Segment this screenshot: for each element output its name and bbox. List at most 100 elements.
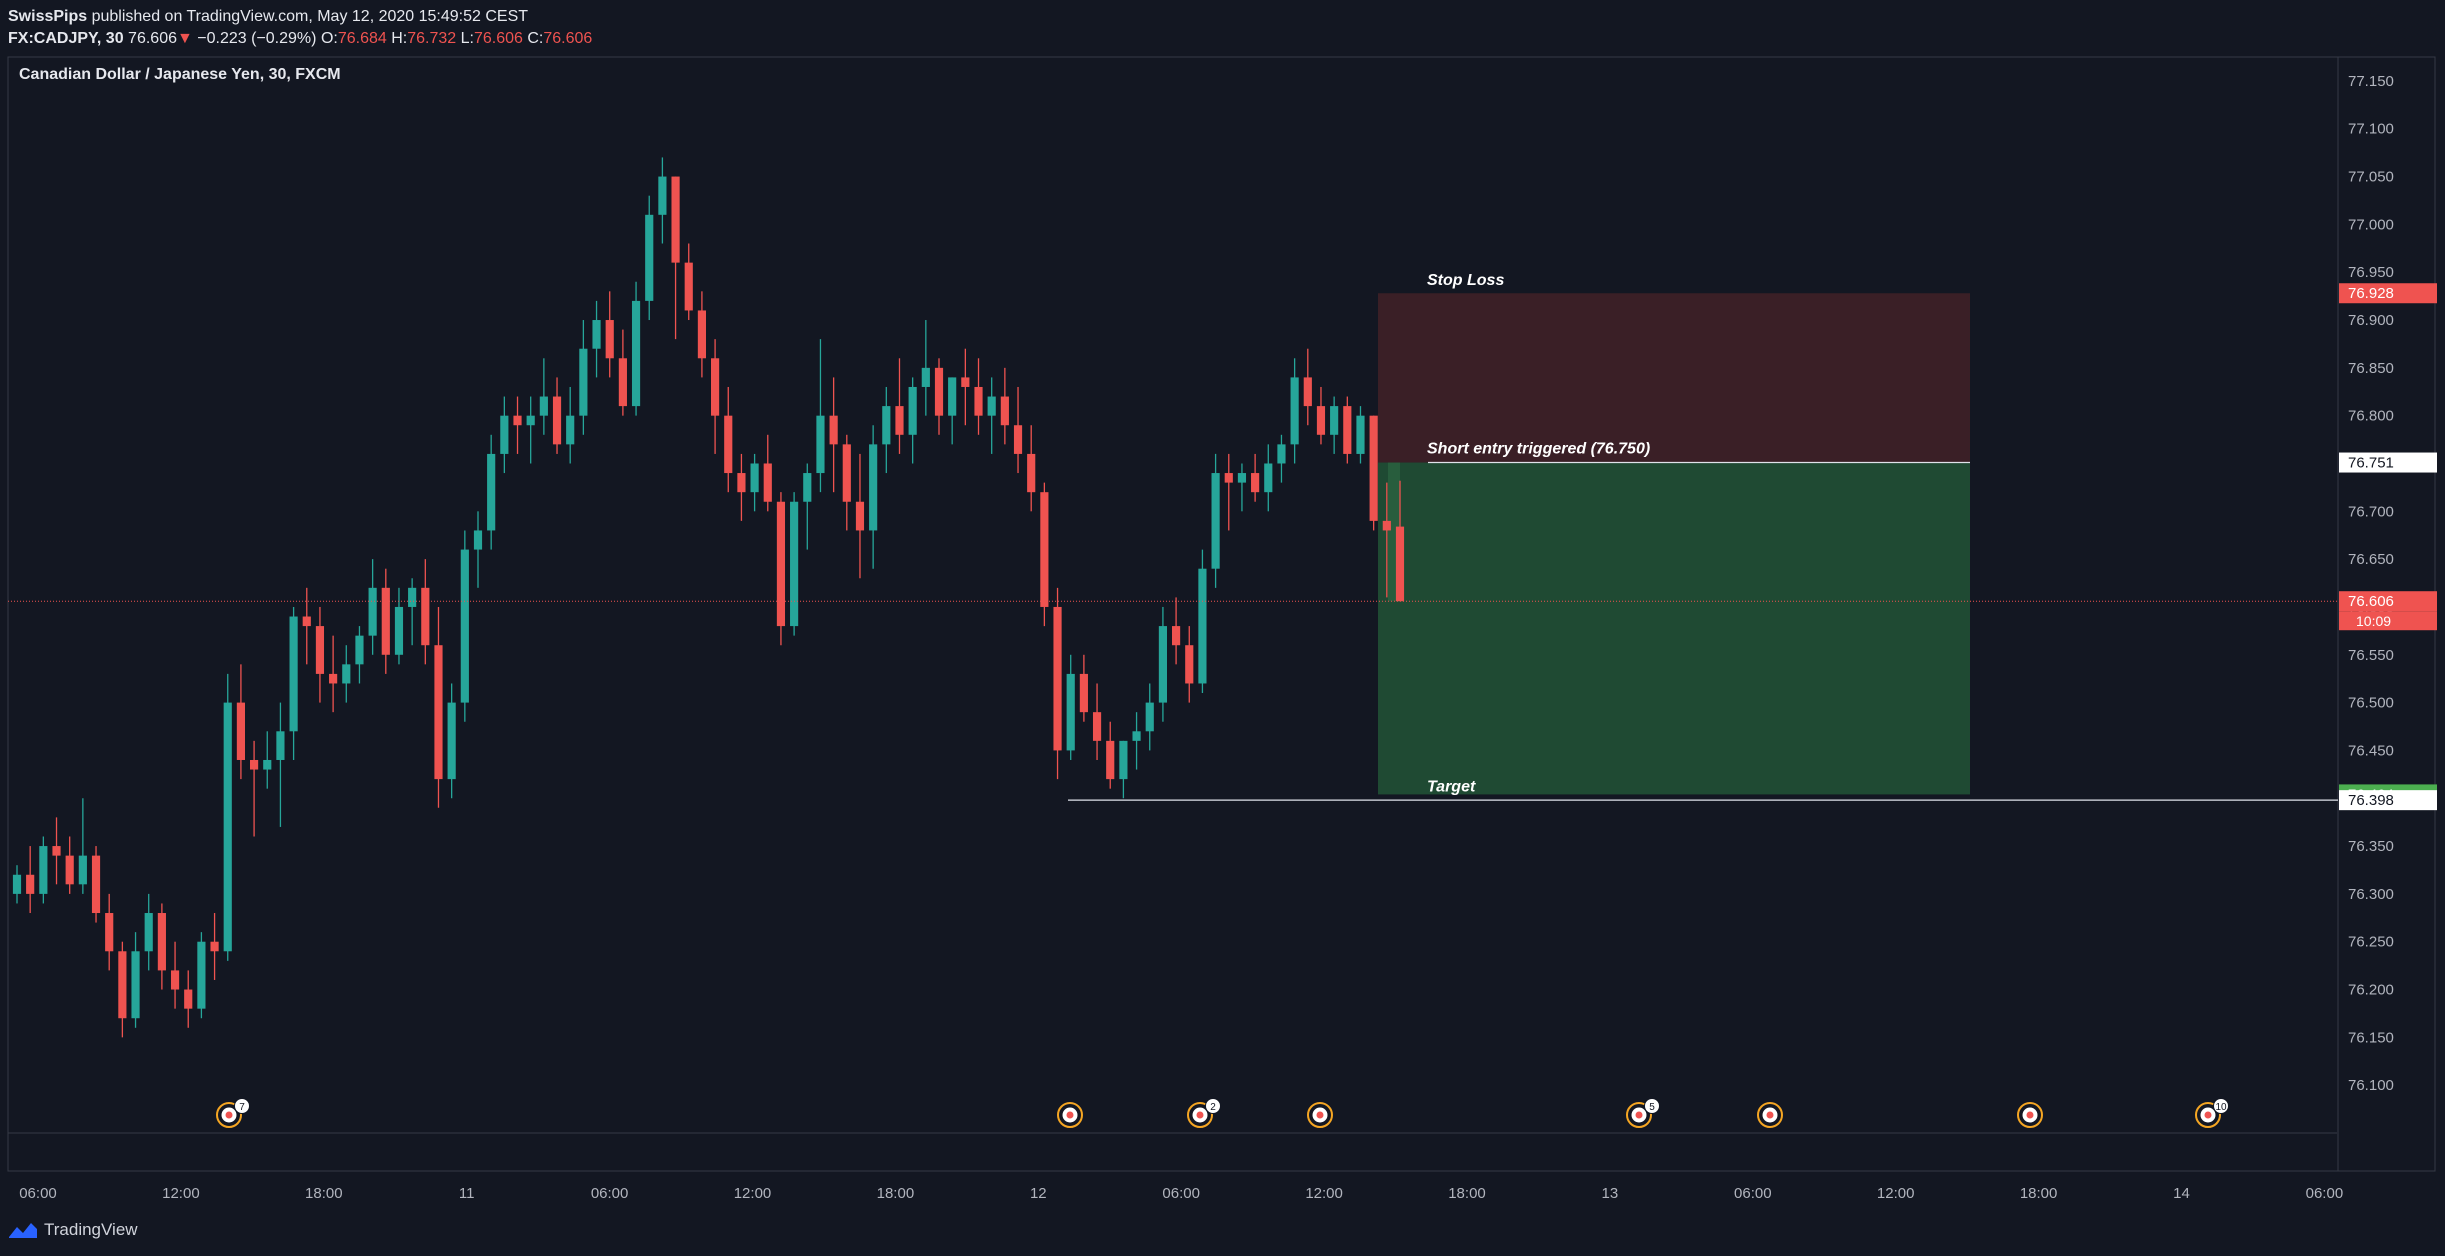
close-value: 76.606 (543, 30, 593, 47)
candle-body (1264, 463, 1273, 493)
candle-body (908, 386, 917, 435)
candle-body (1369, 415, 1378, 521)
candle-body (144, 913, 153, 952)
candle-body (790, 501, 799, 627)
event-count-label: 10 (2215, 1102, 2227, 1113)
entry-price-tag-bg (2339, 452, 2437, 473)
candle-body (961, 377, 970, 387)
x-tick-label: 12:00 (734, 1185, 772, 1202)
candle-body (170, 970, 180, 990)
y-tick-label: 76.550 (2348, 647, 2394, 664)
candle-body (882, 406, 891, 445)
candle-body (421, 587, 430, 646)
y-tick-label: 76.950 (2348, 264, 2394, 281)
current-price-tag-bg (2339, 591, 2437, 612)
y-tick-label: 77.150 (2348, 73, 2394, 90)
candle-body (513, 415, 522, 426)
chart-header: SwissPips published on TradingView.com, … (8, 6, 592, 50)
x-tick-label: 06:00 (19, 1185, 57, 1202)
y-tick-label: 76.450 (2348, 742, 2394, 759)
candle-body (1343, 406, 1352, 454)
candle-body (1316, 406, 1326, 435)
candle-body (1106, 740, 1115, 780)
candle-body (1395, 526, 1405, 602)
tradingview-logo[interactable]: TradingView (8, 1220, 138, 1240)
symbol-line: FX:CADJPY, 30 76.606▼ −0.223 (−0.29%) O:… (8, 28, 592, 50)
x-tick-label: 12:00 (1877, 1185, 1915, 1202)
candle-body (52, 846, 61, 856)
publisher-line: SwissPips published on TradingView.com, … (8, 6, 592, 28)
candle-body (329, 673, 338, 684)
x-tick-label: 06:00 (1734, 1185, 1772, 1202)
entry-price-tag: 76.751 (2348, 455, 2394, 472)
candle-body (355, 635, 364, 665)
candle-body (447, 702, 456, 780)
event-count-badge (1644, 1098, 1660, 1114)
candle-body (276, 731, 285, 760)
candle-body (1290, 377, 1299, 445)
candle-body (539, 396, 548, 416)
countdown-bg (2339, 611, 2437, 631)
candle-body (1013, 425, 1023, 454)
candle-body (289, 616, 298, 732)
candle-body (829, 415, 838, 445)
candle-body (394, 606, 404, 655)
support-price-tag-bg (2339, 790, 2437, 811)
candle-body (1066, 673, 1075, 751)
candle-body (1119, 740, 1128, 780)
y-tick-label: 76.850 (2348, 360, 2394, 377)
event-count-label: 2 (1210, 1102, 1216, 1113)
low-label: L: (460, 30, 474, 47)
event-flag-dot (2026, 1111, 2034, 1119)
stop-loss-price-tag-bg (2339, 283, 2437, 304)
y-tick-label: 76.250 (2348, 934, 2394, 951)
candle-body (500, 415, 509, 454)
candle-body (197, 941, 206, 1009)
target-zone (1378, 462, 1970, 795)
candle-body (1303, 377, 1312, 407)
candle-body (776, 501, 786, 627)
candle-body (1172, 626, 1181, 646)
candle-body (658, 176, 667, 215)
candle-body (1356, 415, 1365, 454)
support-price-tag: 76.398 (2348, 792, 2394, 809)
event-flag-dot (2204, 1111, 2212, 1119)
y-tick-label: 76.700 (2348, 503, 2394, 520)
candle-body (1040, 492, 1049, 607)
y-tick-label: 76.350 (2348, 838, 2394, 855)
x-tick-label: 13 (1602, 1185, 1619, 1202)
candle-body (1211, 473, 1220, 569)
open-value: 76.684 (337, 30, 387, 47)
candle-body (724, 415, 733, 474)
candle-body (671, 176, 680, 263)
x-tick-label: 06:00 (591, 1185, 629, 1202)
candle-body (342, 664, 351, 684)
event-flag-dot (1196, 1111, 1204, 1119)
price-axis: 77.150 77.100 77.050 77.000 76.950 76.900 76.8… (2339, 73, 2437, 1094)
y-tick-label: 76.150 (2348, 1029, 2394, 1046)
down-arrow-icon: ▼ (176, 30, 193, 47)
y-tick-label: 76.100 (2348, 1077, 2394, 1094)
event-flag-dot (1066, 1111, 1074, 1119)
candle-body (592, 320, 601, 349)
candle-body (1079, 673, 1088, 713)
event-flag-dot (1635, 1111, 1643, 1119)
candle-body (816, 415, 825, 474)
event-count-badge (2213, 1098, 2229, 1114)
candle-body (473, 530, 483, 550)
y-tick-label: 77.050 (2348, 169, 2394, 186)
publish-info: published on TradingView.com, May 12, 20… (87, 8, 529, 25)
symbol-label[interactable]: FX:CADJPY, 30 (8, 30, 124, 47)
candle-body (1185, 645, 1194, 684)
x-tick-label: 11 (459, 1185, 475, 1202)
level-lines: Stop Loss Short entry triggered (76.750) T… (8, 272, 2338, 801)
last-price: 76.606 (128, 30, 177, 47)
candle-body (91, 855, 101, 914)
time-axis: 06:00 12:00 18:00 11 06:00 12:00 18:00 12 06:00 1… (19, 1185, 2343, 1202)
candle-body (1224, 473, 1233, 483)
y-tick-label: 77.000 (2348, 216, 2394, 233)
publisher-name[interactable]: SwissPips (8, 8, 88, 25)
candle-body (697, 310, 706, 359)
y-tick-label: 76.500 (2348, 695, 2394, 712)
